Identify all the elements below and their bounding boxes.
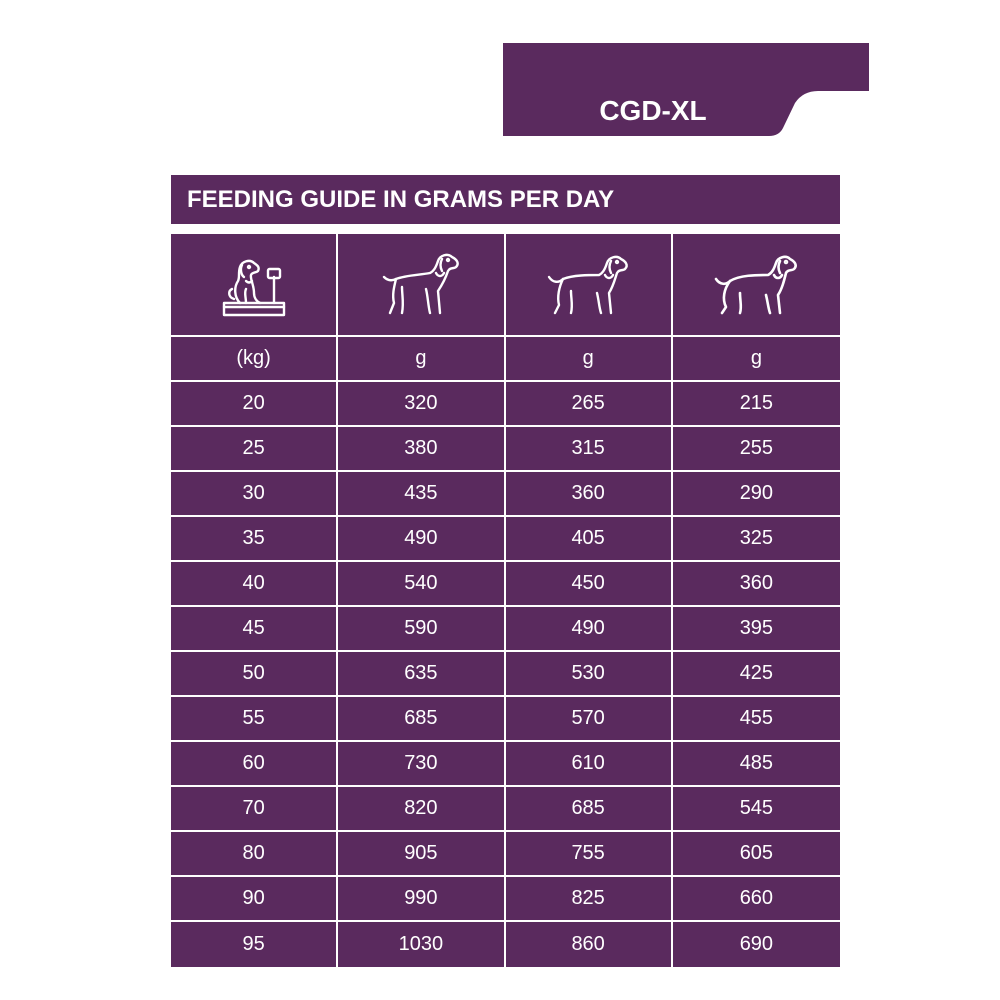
cell-medium: 530 [505,652,673,697]
cell-medium: 265 [505,382,673,427]
cell-medium: 825 [505,877,673,922]
cell-weight: 45 [171,607,339,652]
cell-large: 660 [672,877,840,922]
cell-weight: 20 [171,382,339,427]
cell-slim: 435 [338,472,506,517]
table-title: FEEDING GUIDE IN GRAMS PER DAY [171,175,840,224]
cell-weight: 60 [171,742,339,787]
unit-slim: g [338,337,506,382]
cell-medium: 570 [505,697,673,742]
cell-medium: 610 [505,742,673,787]
cell-weight: 25 [171,427,339,472]
cell-slim: 490 [338,517,506,562]
product-badge: CGD-XL [503,43,869,136]
cell-weight: 95 [171,922,339,967]
cell-weight: 30 [171,472,339,517]
cell-large: 360 [672,562,840,607]
cell-large: 605 [672,832,840,877]
cell-weight: 35 [171,517,339,562]
cell-medium: 685 [505,787,673,832]
unit-large: g [672,337,840,382]
cell-slim: 590 [338,607,506,652]
cell-weight: 50 [171,652,339,697]
cell-medium: 490 [505,607,673,652]
slim-dog-icon [338,234,506,337]
cell-large: 690 [672,922,840,967]
cell-medium: 755 [505,832,673,877]
cell-large: 425 [672,652,840,697]
cell-medium: 450 [505,562,673,607]
badge-shape [503,43,869,136]
feeding-table: (kg) g g g 20 320 265 215 25 380 315 255… [171,234,840,967]
cell-slim: 1030 [338,922,506,967]
cell-weight: 55 [171,697,339,742]
cell-slim: 685 [338,697,506,742]
badge-label: CGD-XL [599,95,707,126]
cell-slim: 905 [338,832,506,877]
cell-weight: 70 [171,787,339,832]
large-dog-icon [672,234,840,337]
unit-weight: (kg) [171,337,339,382]
cell-slim: 635 [338,652,506,697]
cell-weight: 80 [171,832,339,877]
cell-medium: 360 [505,472,673,517]
cell-slim: 990 [338,877,506,922]
cell-large: 255 [672,427,840,472]
cell-large: 545 [672,787,840,832]
cell-weight: 90 [171,877,339,922]
cell-large: 485 [672,742,840,787]
cell-weight: 40 [171,562,339,607]
cell-medium: 860 [505,922,673,967]
cell-large: 290 [672,472,840,517]
cell-medium: 315 [505,427,673,472]
cell-large: 325 [672,517,840,562]
cell-slim: 320 [338,382,506,427]
cell-large: 395 [672,607,840,652]
cell-slim: 380 [338,427,506,472]
cell-slim: 730 [338,742,506,787]
cell-large: 455 [672,697,840,742]
cell-slim: 820 [338,787,506,832]
unit-medium: g [505,337,673,382]
medium-dog-icon [505,234,673,337]
dog-on-scale-icon [171,234,339,337]
cell-large: 215 [672,382,840,427]
cell-slim: 540 [338,562,506,607]
cell-medium: 405 [505,517,673,562]
